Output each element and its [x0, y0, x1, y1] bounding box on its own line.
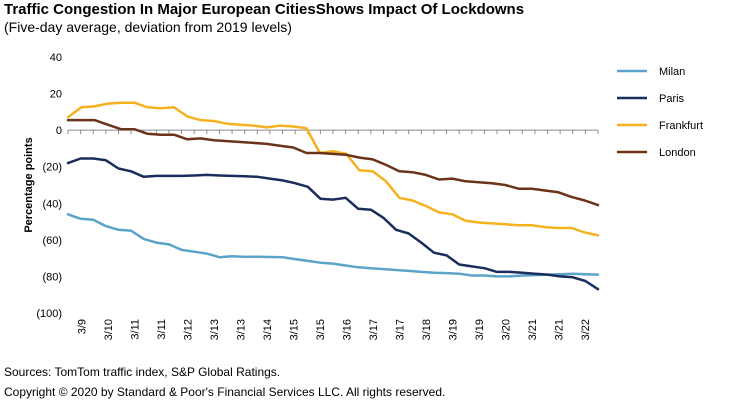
- x-tick-label: 3/18: [421, 319, 433, 340]
- x-tick-label: 3/13: [235, 319, 247, 340]
- y-tick-label: (20): [42, 162, 62, 174]
- y-tick-label: (40): [42, 198, 62, 210]
- y-tick-label: (80): [42, 271, 62, 283]
- legend-label-paris: Paris: [659, 93, 685, 105]
- x-tick-label: 3/14: [262, 319, 274, 340]
- x-tick-label: 3/15: [288, 319, 300, 340]
- y-tick-label: 20: [50, 89, 62, 101]
- legend-label-london: London: [659, 147, 696, 159]
- copyright-note: Copyright © 2020 by Standard & Poor's Fi…: [4, 385, 446, 399]
- x-tick-label: 3/11: [129, 319, 141, 340]
- x-tick-label: 3/10: [103, 319, 115, 340]
- x-tick-label: 3/9: [76, 319, 88, 334]
- legend-label-frankfurt: Frankfurt: [659, 120, 703, 132]
- series-line-frankfurt: [66, 101, 600, 237]
- x-tick-label: 3/19: [474, 319, 486, 340]
- x-tick-label: 3/12: [182, 319, 194, 340]
- x-tick-label: 3/22: [580, 319, 592, 340]
- x-tick-label: 3/13: [209, 319, 221, 340]
- x-tick-label: 3/21: [553, 319, 565, 340]
- x-tick-label: 3/20: [500, 319, 512, 340]
- series-line-milan: [66, 213, 600, 278]
- x-tick-label: 3/15: [315, 319, 327, 340]
- sources-note: Sources: TomTom traffic index, S&P Globa…: [4, 365, 281, 379]
- chart-title: Traffic Congestion In Major European Cit…: [4, 1, 525, 18]
- x-tick-label: 3/21: [527, 319, 539, 340]
- chart-subtitle: (Five-day average, deviation from 2019 l…: [4, 19, 292, 35]
- y-tick-label: 0: [56, 125, 62, 137]
- series-line-paris: [66, 157, 600, 291]
- x-tick-label: 3/17: [368, 319, 380, 340]
- x-tick-label: 3/19: [447, 319, 459, 340]
- y-tick-label: (60): [42, 235, 62, 247]
- legend-label-milan: Milan: [659, 66, 685, 78]
- y-tick-label: (100): [36, 308, 62, 320]
- series-line-london: [66, 118, 600, 207]
- x-tick-label: 3/16: [341, 319, 353, 340]
- line-chart: 40 20 0 (20) (40) (60) (80) (100) Percentage poi…: [23, 52, 703, 340]
- x-tick-label: 3/17: [394, 319, 406, 340]
- y-tick-label: 40: [50, 52, 62, 64]
- y-axis-label: Percentage points: [23, 137, 35, 232]
- x-tick-label: 3/11: [156, 319, 168, 340]
